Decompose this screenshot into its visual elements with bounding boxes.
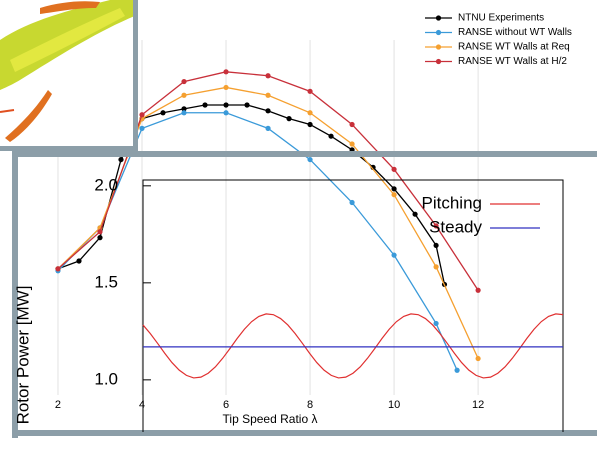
y-axis-label: Rotor Power [MW]: [13, 286, 32, 425]
streak: [5, 90, 52, 142]
x-axis-label: Tip Speed Ratio λ: [223, 412, 318, 426]
x-tick-label: 4: [139, 399, 145, 411]
point: [349, 199, 355, 206]
point: [286, 116, 292, 122]
frame: [12, 151, 18, 438]
x-tick-label: 8: [307, 399, 313, 411]
legend-label: Steady: [429, 217, 482, 236]
point: [202, 102, 208, 108]
point: [391, 192, 397, 198]
legend-label: RANSE without WT Walls: [458, 27, 572, 38]
point: [349, 141, 355, 147]
point: [454, 367, 460, 373]
point: [160, 110, 166, 116]
legend-marker: [435, 15, 442, 21]
legend-label: Pitching: [422, 193, 482, 212]
y-tick-label: 1.5: [94, 272, 118, 291]
frame: [14, 151, 597, 157]
point: [181, 78, 187, 85]
point: [391, 186, 397, 192]
point: [412, 211, 418, 217]
point: [181, 92, 187, 98]
legend-label: NTNU Experiments: [458, 13, 544, 24]
point: [307, 121, 313, 128]
point: [181, 110, 187, 116]
point: [475, 355, 481, 362]
point: [223, 69, 229, 75]
frame: [12, 430, 597, 436]
x-tick-label: 10: [388, 399, 400, 411]
legend-label: RANSE WT Walls at Req: [458, 42, 570, 53]
point: [433, 320, 439, 327]
x-tick-label: 6: [223, 399, 229, 411]
thumbnail: [0, 0, 138, 152]
point: [265, 125, 271, 131]
point: [55, 266, 61, 272]
x-tick-label: 2: [55, 399, 61, 411]
point: [265, 92, 271, 98]
point: [349, 121, 355, 128]
point: [433, 223, 439, 229]
point: [433, 242, 439, 249]
point: [223, 102, 229, 108]
legend-label: RANSE WT Walls at H/2: [458, 56, 567, 67]
point: [265, 108, 271, 114]
point: [76, 258, 82, 264]
point: [391, 252, 397, 258]
front-chart: Rotor Power [MW] 1.0 1.5 2.0 Pitching Steady: [12, 151, 597, 438]
legend-marker: [435, 44, 442, 50]
point: [97, 235, 103, 241]
point: [223, 84, 229, 91]
point: [223, 110, 229, 116]
streak: [0, 109, 15, 113]
legend-marker: [435, 29, 442, 36]
axis-frame: [142, 179, 564, 432]
y-tick-label: 1.0: [94, 369, 118, 388]
y-tick-label: 2.0: [94, 175, 118, 194]
legend-marker: [435, 58, 442, 65]
point: [307, 156, 313, 163]
series-line: [142, 313, 564, 379]
point: [307, 88, 313, 94]
point: [244, 102, 250, 108]
point: [328, 133, 334, 139]
point: [307, 110, 313, 116]
x-tick-label: 12: [472, 399, 484, 411]
point: [433, 264, 439, 270]
point: [97, 229, 103, 235]
frame: [133, 0, 138, 152]
streak: [40, 1, 100, 14]
point: [475, 287, 481, 293]
point: [139, 112, 145, 118]
point: [181, 106, 187, 112]
point: [391, 166, 397, 172]
frame: [0, 146, 138, 151]
shape: [10, 8, 125, 72]
point: [265, 73, 271, 79]
point: [139, 125, 145, 131]
point: [118, 156, 124, 163]
